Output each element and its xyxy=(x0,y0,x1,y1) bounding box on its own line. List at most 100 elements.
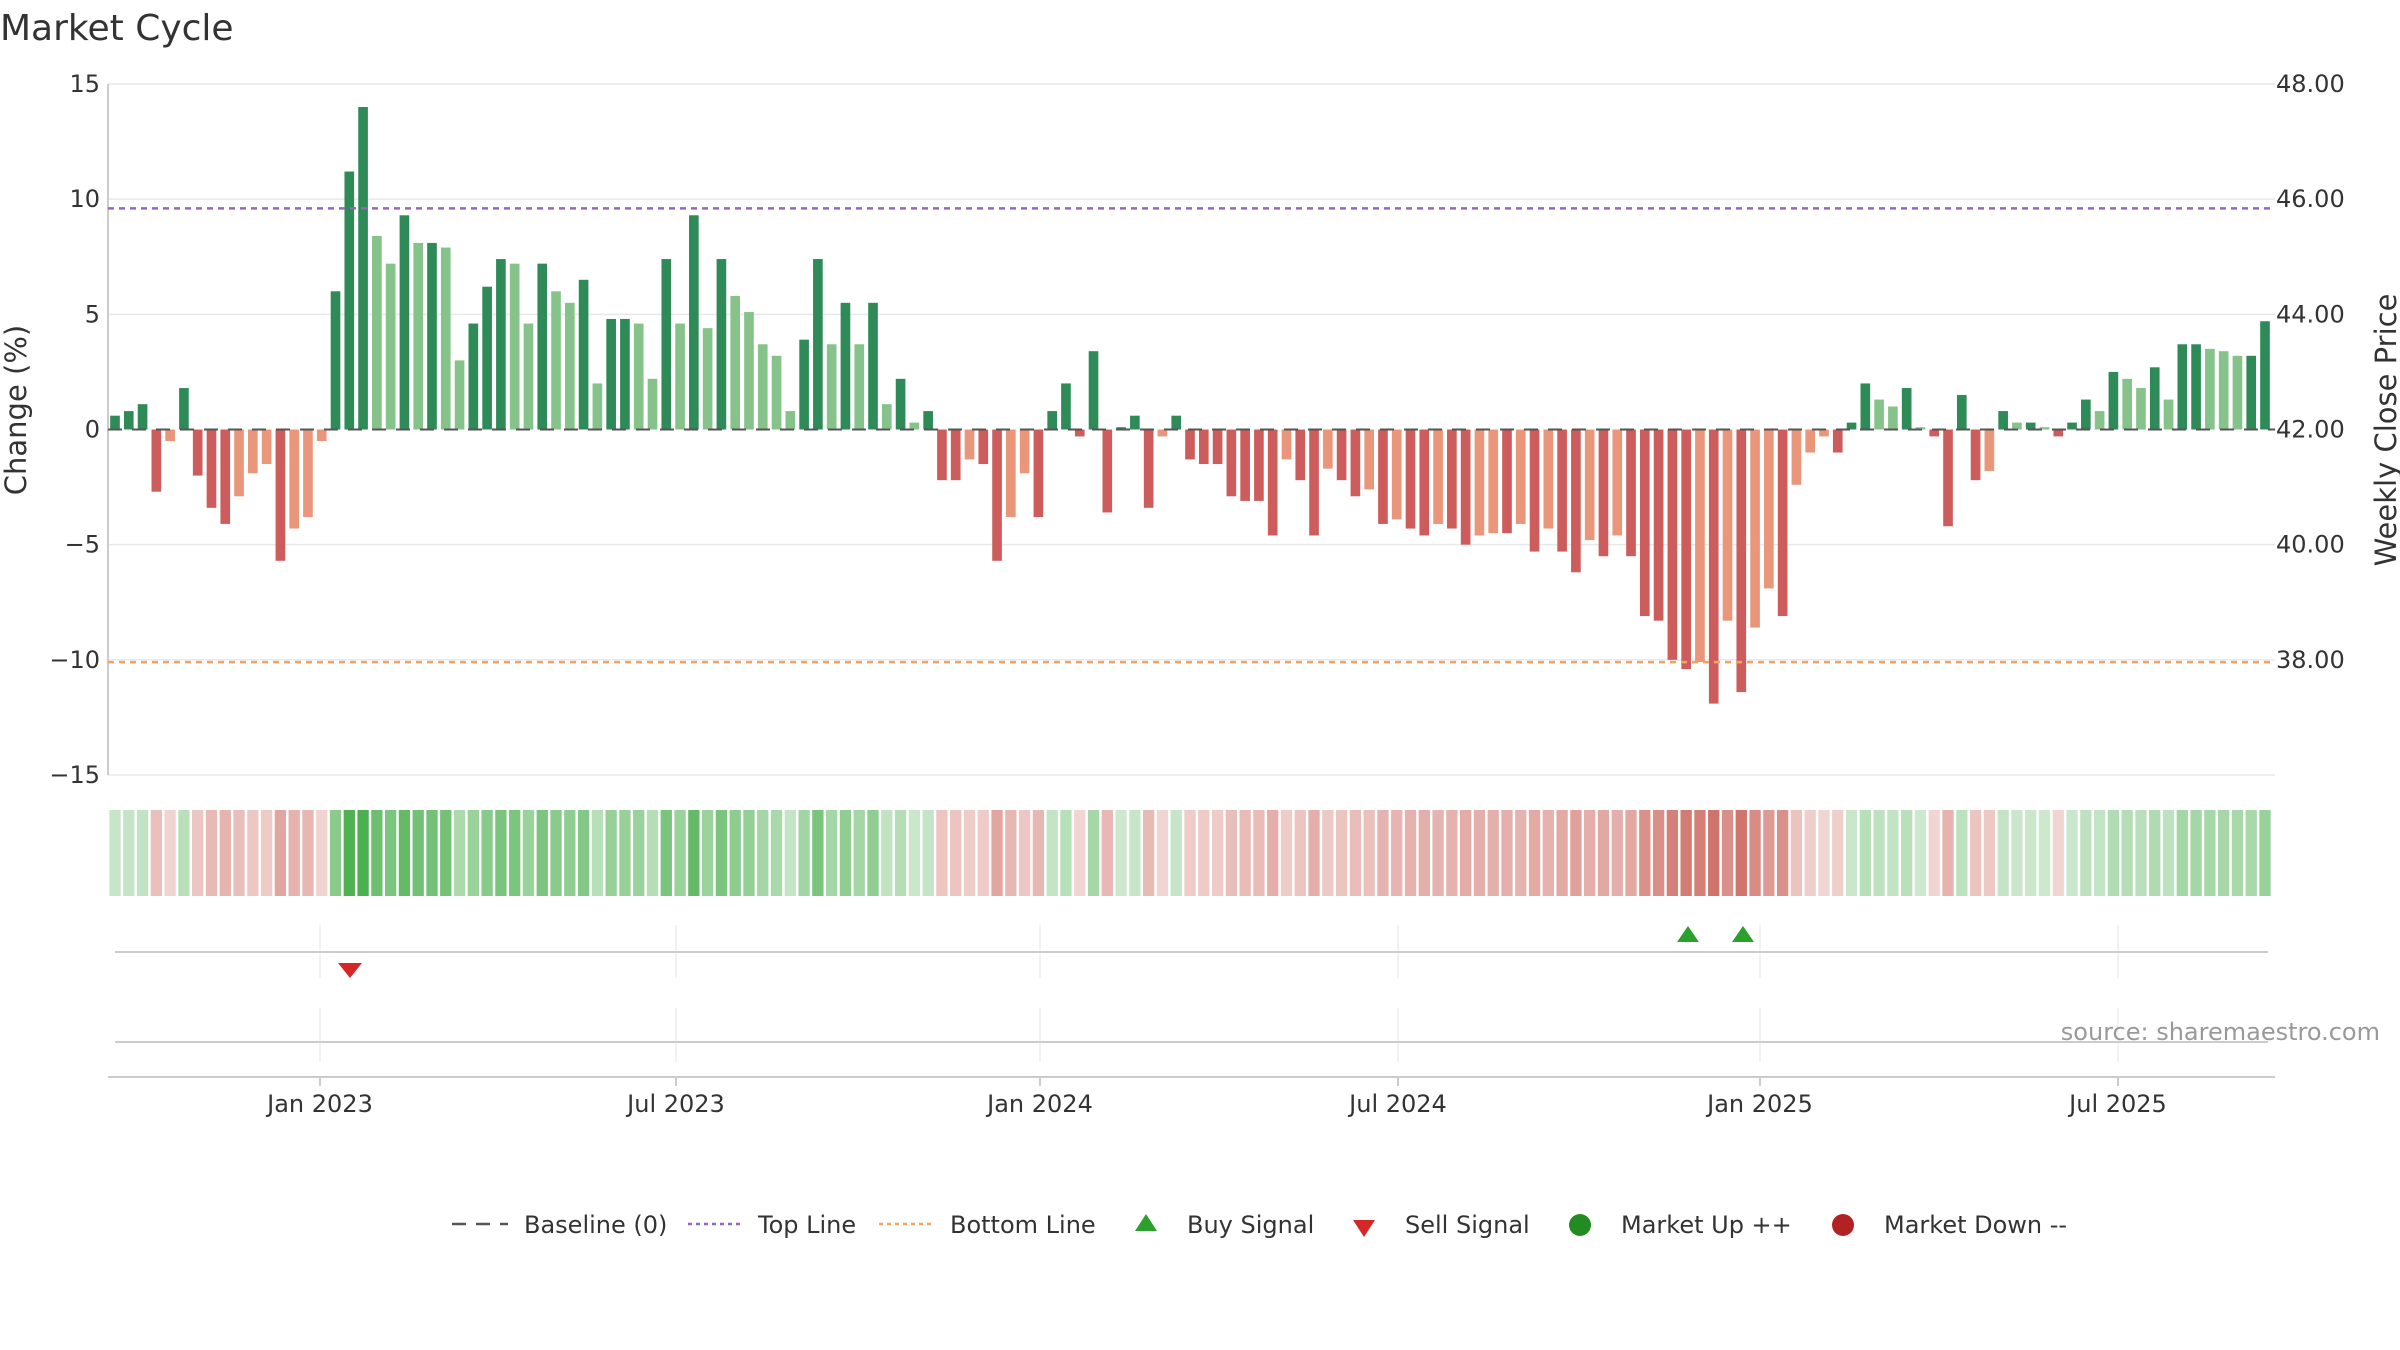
bar xyxy=(716,259,727,430)
bar xyxy=(2163,399,2174,430)
heat-cell xyxy=(1776,810,1789,896)
bar xyxy=(1736,429,1747,693)
heat-cell xyxy=(1239,810,1251,896)
heat-cell xyxy=(839,810,852,896)
bar xyxy=(468,323,479,430)
heat-cell xyxy=(688,810,700,896)
bar xyxy=(2012,422,2022,430)
market-down-dot-icon xyxy=(1832,1214,1854,1236)
heat-cell xyxy=(371,810,383,896)
heat-cell xyxy=(440,810,452,896)
heat-cell xyxy=(2259,810,2271,896)
legend-label-baseline: Baseline (0) xyxy=(524,1211,667,1239)
heat-cell xyxy=(1639,810,1651,896)
heat-cell xyxy=(2052,810,2064,896)
heat-cell xyxy=(1942,810,1954,896)
heat-cell xyxy=(977,810,989,896)
legend-item-top-line[interactable]: Top Line xyxy=(688,1211,856,1239)
heat-cell xyxy=(1928,810,1940,896)
legend-item-market-up[interactable]: Market Up ++ xyxy=(1569,1211,1792,1239)
legend-item-market-down[interactable]: Market Down -- xyxy=(1832,1211,2067,1239)
heat-cell xyxy=(398,810,411,896)
bar xyxy=(1764,429,1774,589)
legend-label-sell-signal: Sell Signal xyxy=(1405,1211,1530,1239)
bar xyxy=(1267,429,1278,536)
bar xyxy=(1405,429,1416,529)
bar xyxy=(2136,388,2146,430)
heat-cell xyxy=(564,810,576,896)
heat-cell xyxy=(1956,810,1968,896)
heat-cell xyxy=(1887,810,1899,896)
bar xyxy=(1447,429,1457,529)
bar xyxy=(578,279,589,430)
heat-cell xyxy=(233,810,245,896)
bar xyxy=(137,404,148,430)
heat-cell xyxy=(1873,810,1885,896)
heat-cell xyxy=(219,810,231,896)
heat-cell xyxy=(2204,810,2216,896)
heat-cell xyxy=(633,810,645,896)
heat-cell xyxy=(384,810,397,896)
bar xyxy=(771,355,782,430)
heat-cell xyxy=(1046,810,1058,896)
legend-item-sell-signal[interactable]: Sell Signal xyxy=(1353,1211,1530,1239)
heat-cell xyxy=(853,810,865,896)
bar xyxy=(123,411,134,430)
y-tick-label: −15 xyxy=(49,761,100,789)
bar xyxy=(964,429,975,460)
heat-cell xyxy=(1611,810,1623,896)
heat-cell xyxy=(481,810,493,896)
bar xyxy=(2260,321,2270,430)
bar xyxy=(647,378,658,430)
bar xyxy=(1322,429,1333,469)
bar xyxy=(110,415,120,430)
heat-cell xyxy=(1790,810,1803,896)
heat-cell xyxy=(109,810,121,896)
legend-item-bottom-line[interactable]: Bottom Line xyxy=(879,1211,1096,1239)
heat-cell xyxy=(260,810,273,896)
bar xyxy=(2067,422,2077,430)
legend-item-buy-signal[interactable]: Buy Signal xyxy=(1135,1211,1314,1239)
bar xyxy=(1598,429,1609,557)
heat-cell xyxy=(577,810,590,896)
bar xyxy=(1543,429,1554,529)
bar xyxy=(1295,429,1306,481)
y-tick-label: −10 xyxy=(49,646,100,674)
bar xyxy=(1970,429,1981,481)
heat-cell xyxy=(205,810,218,896)
heat-cell xyxy=(1018,810,1031,896)
legend-label-buy-signal: Buy Signal xyxy=(1187,1211,1314,1239)
heat-cell xyxy=(1832,810,1844,896)
heat-cell xyxy=(936,810,948,896)
heat-cell xyxy=(894,810,907,896)
bar xyxy=(2039,427,2050,430)
heat-cell xyxy=(2080,810,2092,896)
bar xyxy=(1378,429,1388,524)
bar xyxy=(1474,429,1485,536)
x-axis-ticks: Jan 2023 Jul 2023 Jan 2024 Jul 2024 Jan 2025… xyxy=(265,1077,2167,1118)
heat-cell xyxy=(1322,810,1334,896)
y-tick-label: 0 xyxy=(85,416,100,444)
bar xyxy=(661,259,672,430)
heat-cell xyxy=(1556,810,1568,896)
heat-cell xyxy=(1101,810,1113,896)
heat-cell xyxy=(1294,810,1306,896)
legend-label-top-line: Top Line xyxy=(757,1211,856,1239)
bar xyxy=(1832,429,1843,453)
heat-cell xyxy=(1377,810,1389,896)
heat-cell xyxy=(1280,810,1293,896)
legend: Baseline (0) Top Line Bottom Line Buy Si… xyxy=(452,1211,2067,1239)
heat-cell xyxy=(991,810,1003,896)
signal-markers xyxy=(338,926,1754,978)
heat-cell xyxy=(1363,810,1375,896)
legend-label-market-down: Market Down -- xyxy=(1884,1211,2067,1239)
bar xyxy=(785,411,796,430)
sell-signal-triangle-icon xyxy=(1353,1220,1375,1237)
heat-cell xyxy=(1997,810,2009,896)
legend-item-baseline[interactable]: Baseline (0) xyxy=(452,1211,667,1239)
bar xyxy=(895,378,906,430)
heat-cell xyxy=(1749,810,1761,896)
heat-cell xyxy=(701,810,714,896)
bar xyxy=(2108,371,2119,430)
